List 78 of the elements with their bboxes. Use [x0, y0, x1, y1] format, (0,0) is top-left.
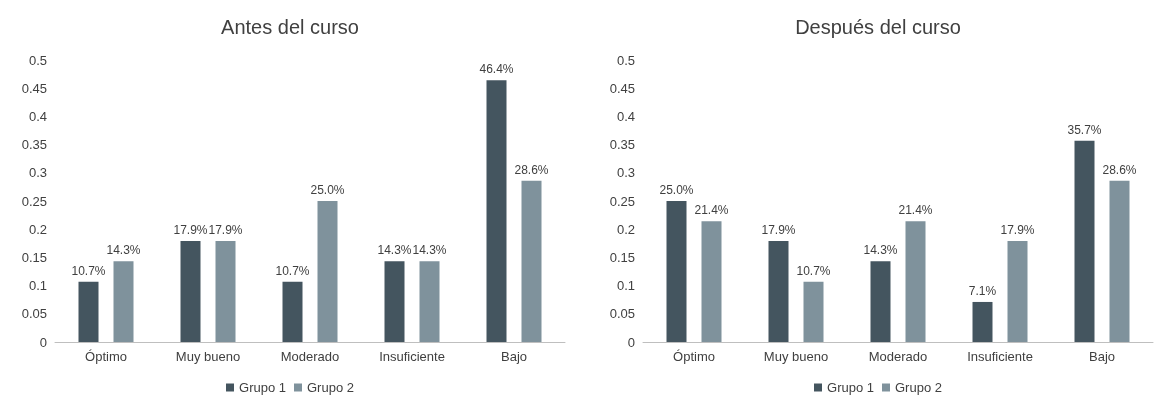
bar: [870, 261, 891, 342]
chart-title: Antes del curso: [221, 16, 359, 38]
data-label: 28.6%: [1102, 162, 1137, 177]
y-tick-label: 0.15: [609, 249, 635, 265]
bar: [905, 221, 926, 342]
y-tick-label: 0.25: [609, 193, 635, 209]
x-tick-label: Óptimo: [673, 349, 715, 364]
data-label: 35.7%: [1067, 122, 1102, 137]
x-tick-label: Insuficiente: [379, 349, 445, 364]
data-label: 17.9%: [208, 223, 243, 238]
data-label: 17.9%: [1000, 223, 1035, 238]
legend-label: Grupo 2: [895, 380, 942, 395]
data-label: 46.4%: [479, 62, 514, 77]
data-label: 17.9%: [761, 223, 796, 238]
data-label: 10.7%: [275, 263, 310, 278]
bar: [113, 261, 134, 342]
data-label: 10.7%: [796, 263, 831, 278]
x-tick-label: Moderado: [868, 349, 928, 364]
y-tick-label: 0.5: [616, 52, 635, 68]
data-label: 14.3%: [377, 243, 412, 258]
legend-label: Grupo 2: [307, 380, 354, 395]
data-label: 21.4%: [694, 203, 729, 218]
bar: [666, 201, 687, 342]
y-tick-label: 0.05: [609, 306, 635, 322]
data-label: 10.7%: [71, 263, 106, 278]
bar: [180, 241, 201, 342]
data-label: 14.3%: [106, 243, 141, 258]
x-tick-label: Muy bueno: [175, 349, 241, 364]
data-label: 25.0%: [310, 183, 345, 197]
y-tick-label: 0.4: [616, 108, 635, 124]
bar: [215, 241, 236, 342]
data-label: 7.1%: [968, 283, 997, 298]
y-tick-label: 0.45: [21, 80, 47, 96]
y-tick-label: 0.45: [609, 80, 635, 96]
bar: [521, 180, 542, 342]
bar: [803, 281, 824, 342]
x-tick-label: Moderado: [280, 349, 340, 364]
x-tick-label: Muy bueno: [763, 349, 829, 364]
data-label: 14.3%: [863, 243, 898, 258]
bar: [1074, 140, 1095, 342]
data-label: 25.0%: [659, 183, 694, 197]
y-tick-label: 0.05: [21, 306, 47, 322]
y-tick-label: 0: [627, 334, 635, 350]
y-tick-label: 0.35: [609, 137, 635, 153]
legend-label: Grupo 1: [827, 380, 875, 395]
y-tick-label: 0.2: [28, 221, 47, 237]
y-tick-label: 0.1: [28, 278, 47, 294]
y-tick-label: 0.2: [616, 221, 635, 237]
bar: [972, 301, 993, 342]
x-tick-label: Bajo: [500, 349, 528, 364]
chart-title: Después del curso: [795, 16, 961, 38]
y-tick-label: 0.3: [28, 165, 47, 181]
data-label: 21.4%: [898, 203, 933, 218]
data-label: 28.6%: [514, 162, 549, 177]
bar: [1007, 241, 1028, 342]
y-tick-label: 0.25: [21, 193, 47, 209]
bar: [701, 221, 722, 342]
bar: [317, 201, 338, 342]
bar: [419, 261, 440, 342]
y-tick-label: 0.4: [28, 108, 47, 124]
y-tick-label: 0.5: [28, 52, 47, 68]
x-tick-label: Insuficiente: [967, 349, 1033, 364]
y-tick-label: 0.1: [616, 278, 635, 294]
data-label: 14.3%: [412, 243, 447, 258]
bar: [282, 281, 303, 342]
bar: [768, 241, 789, 342]
y-tick-label: 0.3: [616, 165, 635, 181]
y-tick-label: 0.35: [21, 137, 47, 153]
x-tick-label: Óptimo: [85, 349, 127, 364]
bar: [1109, 180, 1130, 342]
y-tick-label: 0.15: [21, 249, 47, 265]
bar: [384, 261, 405, 342]
bar: [78, 281, 99, 342]
x-tick-label: Bajo: [1088, 349, 1116, 364]
bar: [486, 80, 507, 342]
legend-label: Grupo 1: [239, 380, 287, 395]
data-label: 17.9%: [173, 223, 208, 238]
y-tick-label: 0: [39, 334, 47, 350]
